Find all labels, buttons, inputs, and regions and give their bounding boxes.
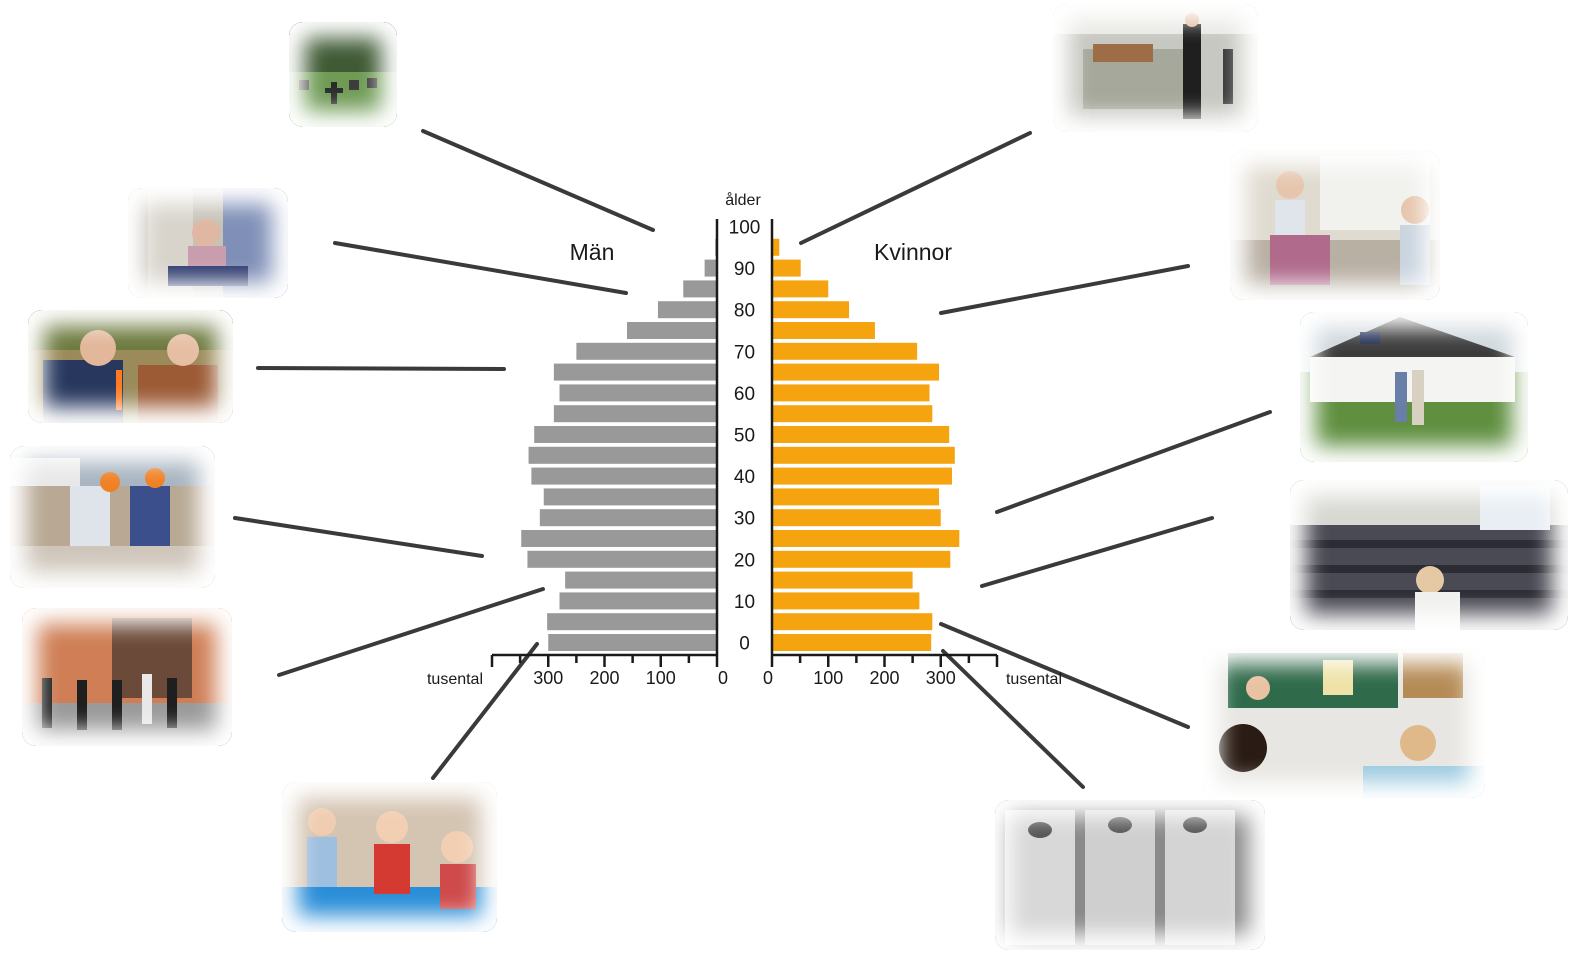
- bar-men-age-90: [704, 259, 717, 277]
- bar-men-age-30: [539, 509, 717, 527]
- bar-women-age-55: [772, 405, 933, 423]
- bar-men-age-50: [534, 426, 717, 443]
- bars-men: [521, 238, 717, 651]
- bar-men-age-40: [531, 467, 717, 485]
- bar-women-age-15: [772, 571, 913, 589]
- leader-line-nursery: [941, 649, 1085, 789]
- axes: [490, 219, 999, 667]
- bar-women-age-30: [772, 509, 941, 527]
- age-tick-label: 10: [734, 592, 755, 613]
- nursery-photo: [995, 800, 1265, 950]
- bar-women-age-90: [772, 259, 801, 277]
- bar-women-age-95: [772, 238, 780, 256]
- women-value-tick-label: 300: [926, 668, 956, 688]
- leader-line-graduation: [277, 587, 545, 677]
- men-value-tick-label: 300: [533, 668, 563, 688]
- bar-men-age-60: [559, 384, 717, 402]
- bar-women-age-45: [772, 446, 955, 464]
- lecture-photo: [1290, 480, 1568, 630]
- men-value-tick-label: 100: [646, 668, 676, 688]
- age-tick-label: 60: [734, 384, 755, 405]
- bar-women-age-70: [772, 342, 918, 360]
- leader-line-crematorium: [799, 131, 1032, 245]
- bar-women-age-80: [772, 301, 850, 319]
- age-tick-label: 20: [734, 550, 755, 571]
- bar-men-age-35: [543, 488, 717, 506]
- bar-women-age-10: [772, 592, 920, 610]
- leader-line-care: [333, 241, 628, 295]
- residents-photo: [1230, 150, 1440, 300]
- leader-line-lecture: [980, 516, 1214, 588]
- age-tick-label: 100: [729, 218, 761, 239]
- men-value-tick-label: 200: [589, 668, 619, 688]
- bar-women-age-35: [772, 488, 940, 506]
- bar-men-age-75: [627, 322, 717, 339]
- women-value-tick-label: 0: [763, 668, 773, 688]
- elderly-couple-photo: [28, 310, 233, 423]
- age-tick-label: 50: [734, 426, 755, 447]
- bar-women-age-0: [772, 634, 932, 651]
- graduation-photo: [22, 608, 232, 746]
- age-tick-label: 0: [739, 634, 750, 655]
- bar-men-age-5: [547, 613, 717, 631]
- leader-line-residents: [939, 264, 1190, 315]
- bar-women-age-5: [772, 613, 933, 631]
- age-tick-label: 40: [734, 467, 755, 488]
- family-house-photo: [1300, 312, 1528, 462]
- bar-men-age-70: [576, 342, 717, 360]
- bar-men-age-15: [565, 571, 717, 589]
- age-tick-label: 30: [734, 509, 755, 530]
- leader-line-family-house: [995, 410, 1272, 514]
- bar-women-age-25: [772, 530, 960, 547]
- age-tick-label: 90: [734, 259, 755, 280]
- bar-men-age-85: [683, 280, 717, 298]
- men-label: Män: [570, 239, 615, 265]
- bar-men-age-65: [553, 363, 717, 381]
- bar-men-age-55: [553, 405, 717, 423]
- bar-men-age-45: [528, 446, 717, 464]
- bar-men-age-10: [559, 592, 717, 610]
- bar-men-age-20: [527, 550, 717, 568]
- leader-line-preschool: [431, 642, 539, 780]
- bar-women-age-65: [772, 363, 940, 381]
- bar-men-age-25: [521, 530, 717, 547]
- age-tick-label: 70: [734, 342, 755, 363]
- age-tick-labels: 0 10 20 30 40 50 60 70 80 90 100: [729, 218, 761, 655]
- bar-women-age-40: [772, 467, 952, 485]
- bar-women-age-60: [772, 384, 930, 402]
- leader-lines: [233, 129, 1272, 789]
- leader-line-classroom: [939, 622, 1190, 729]
- bar-women-age-50: [772, 426, 950, 443]
- leader-line-cemetery: [421, 129, 655, 232]
- bar-women-age-75: [772, 322, 875, 339]
- bar-men-age-80: [657, 301, 717, 319]
- women-value-tick-label: 200: [869, 668, 899, 688]
- age-tick-label: 80: [734, 301, 755, 322]
- leader-line-elderly-couple: [256, 366, 506, 371]
- classroom-photo: [1203, 648, 1485, 798]
- crematorium-photo: [1053, 4, 1258, 132]
- men-value-tick-label: 0: [718, 668, 728, 688]
- age-axis-label: ålder: [725, 191, 761, 209]
- leader-line-workers: [233, 516, 484, 558]
- bar-men-age-0: [548, 634, 717, 651]
- bars-women: [772, 238, 960, 651]
- bar-women-age-20: [772, 550, 951, 568]
- women-value-tick-label: 100: [813, 668, 843, 688]
- bar-women-age-85: [772, 280, 829, 298]
- value-tick-labels: 0 0 100 100 200 200 300 300: [533, 668, 956, 688]
- cemetery-photo: [289, 22, 397, 127]
- women-label: Kvinnor: [874, 239, 952, 265]
- care-photo: [128, 188, 288, 298]
- unit-label-right: tusental: [1006, 671, 1062, 688]
- preschool-photo: [282, 782, 497, 932]
- workers-photo: [10, 446, 215, 588]
- unit-label-left: tusental: [427, 671, 483, 688]
